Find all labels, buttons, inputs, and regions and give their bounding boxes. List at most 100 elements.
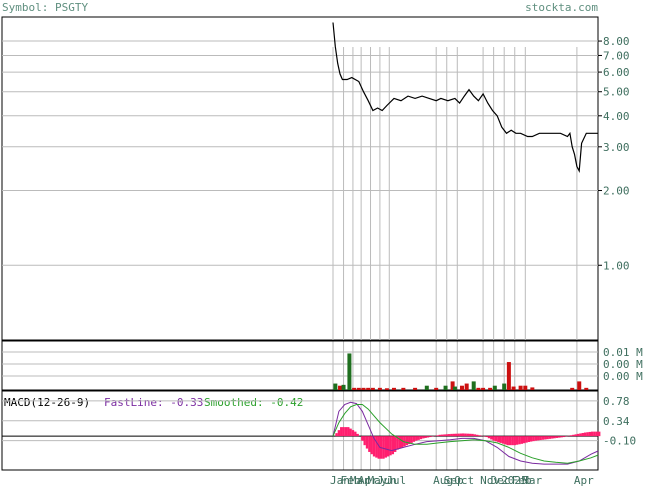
volume-bar [530, 387, 535, 390]
macd-histogram-bar [476, 434, 479, 437]
macd-histogram-bar [525, 436, 528, 443]
macd-histogram-bar [494, 436, 498, 442]
macd-histogram-bar [461, 433, 465, 437]
macd-histogram-bar [419, 436, 423, 440]
volume-bar [502, 383, 507, 390]
macd-fast-line [332, 401, 599, 465]
macd-histogram-bar [572, 434, 575, 437]
price-tick-label: 6.00 [603, 66, 630, 79]
macd-histogram-bar [335, 433, 338, 437]
macd-histogram-bar [370, 436, 373, 455]
macd-histogram-bar [422, 436, 425, 439]
x-tick-label: Nov [480, 474, 500, 486]
macd-histogram-bar [518, 436, 521, 445]
volume-bar [577, 381, 582, 390]
volume-bar [338, 385, 343, 390]
macd-histogram-bar [342, 427, 345, 437]
price-tick-label: 1.00 [603, 259, 630, 272]
volume-bar [492, 385, 497, 390]
macd-histogram-bar [548, 436, 552, 439]
macd-histogram-bar [553, 436, 556, 439]
macd-histogram-bar [511, 436, 514, 446]
macd-histogram-bar [593, 431, 596, 437]
macd-histogram-bar [539, 436, 542, 441]
volume-bar [391, 387, 396, 390]
volume-bar [377, 387, 382, 390]
volume-bar [434, 387, 439, 390]
volume-bar [584, 387, 589, 390]
macd-histogram-bar [393, 436, 397, 452]
macd-histogram-bar [492, 436, 495, 441]
macd-histogram-bar [386, 436, 390, 457]
macd-histogram-bar [340, 427, 343, 437]
price-tick-label: 7.00 [603, 49, 630, 62]
price-line [332, 22, 598, 173]
macd-histogram-bar [391, 436, 395, 455]
volume-bar [361, 387, 366, 390]
macd-histogram-bar [361, 436, 364, 441]
x-tick-label: Feb [341, 474, 361, 486]
x-tick-label: Oct [454, 474, 474, 486]
volume-bar [476, 387, 481, 390]
macd-histogram-bar [382, 436, 385, 459]
macd-histogram-bar [541, 436, 545, 440]
volume-bar [471, 381, 476, 390]
macd-histogram-bar [581, 432, 584, 437]
macd-histogram-bar [368, 436, 371, 452]
volume-bar [481, 387, 486, 390]
macd-histogram-bar [527, 436, 531, 443]
macd-histogram-bar [558, 436, 561, 438]
macd-histogram-bar [337, 430, 341, 437]
macd-histogram-bar [473, 434, 477, 437]
macd-smoothed-label: Smoothed: -0.42 [204, 396, 303, 409]
x-tick-label: Apr [574, 474, 594, 486]
macd-histogram-bar [438, 434, 441, 437]
macd-smoothed-line [332, 404, 599, 464]
macd-histogram-bar [412, 436, 416, 442]
macd-frame [1, 390, 599, 471]
macd-histogram-bar [443, 434, 446, 437]
macd-histogram-bar [356, 433, 359, 437]
macd-histogram-bar [401, 436, 404, 448]
macd-histogram-bar [426, 436, 430, 438]
price-panel: 8.007.00 6.00 5.00 4.00 3.00 2.00 1.00 [1, 16, 630, 341]
macd-histogram-bar [447, 434, 451, 437]
price-tick-label: 2.00 [603, 185, 630, 198]
macd-histogram-bar [450, 433, 453, 437]
macd-histogram-bar [497, 436, 500, 443]
macd-title: MACD(12-26-9) [4, 396, 90, 409]
macd-histogram-bar [490, 436, 493, 440]
volume-bar [370, 387, 375, 390]
macd-histogram-bar [375, 436, 378, 458]
macd-histogram-bar [363, 436, 366, 446]
macd-histogram-bar [415, 436, 418, 441]
volume-bar [384, 388, 389, 390]
x-tick-label: Dec [491, 474, 511, 486]
macd-histogram-bar [464, 433, 467, 437]
macd-histogram-bar [537, 436, 540, 441]
volume-bar [488, 387, 493, 390]
volume-bar [424, 385, 429, 390]
macd-histogram-bar [365, 436, 369, 449]
macd-histogram-bar [588, 431, 592, 437]
volume-tick-label: 0.00 M [603, 358, 643, 371]
macd-histogram-bar [551, 436, 554, 439]
price-tick-label: 3.00 [603, 141, 630, 154]
macd-histogram-bar [506, 436, 509, 446]
macd-histogram-bar [595, 431, 599, 437]
macd-histogram-bar [408, 436, 411, 445]
macd-histogram-bar [579, 433, 582, 437]
macd-histogram-bar [466, 433, 470, 437]
x-tick-label: Jun [377, 474, 397, 486]
macd-histogram-bar [389, 436, 392, 456]
price-tick-label: 8.00 [603, 35, 630, 48]
volume-bar [450, 381, 455, 390]
volume-tick-label: 0.00 M [603, 370, 643, 383]
macd-histogram-bar [478, 435, 481, 437]
volume-bar [333, 383, 338, 390]
macd-histogram-bar [354, 431, 357, 437]
price-tick-label: 4.00 [603, 110, 630, 123]
macd-histogram-bar [436, 435, 439, 437]
